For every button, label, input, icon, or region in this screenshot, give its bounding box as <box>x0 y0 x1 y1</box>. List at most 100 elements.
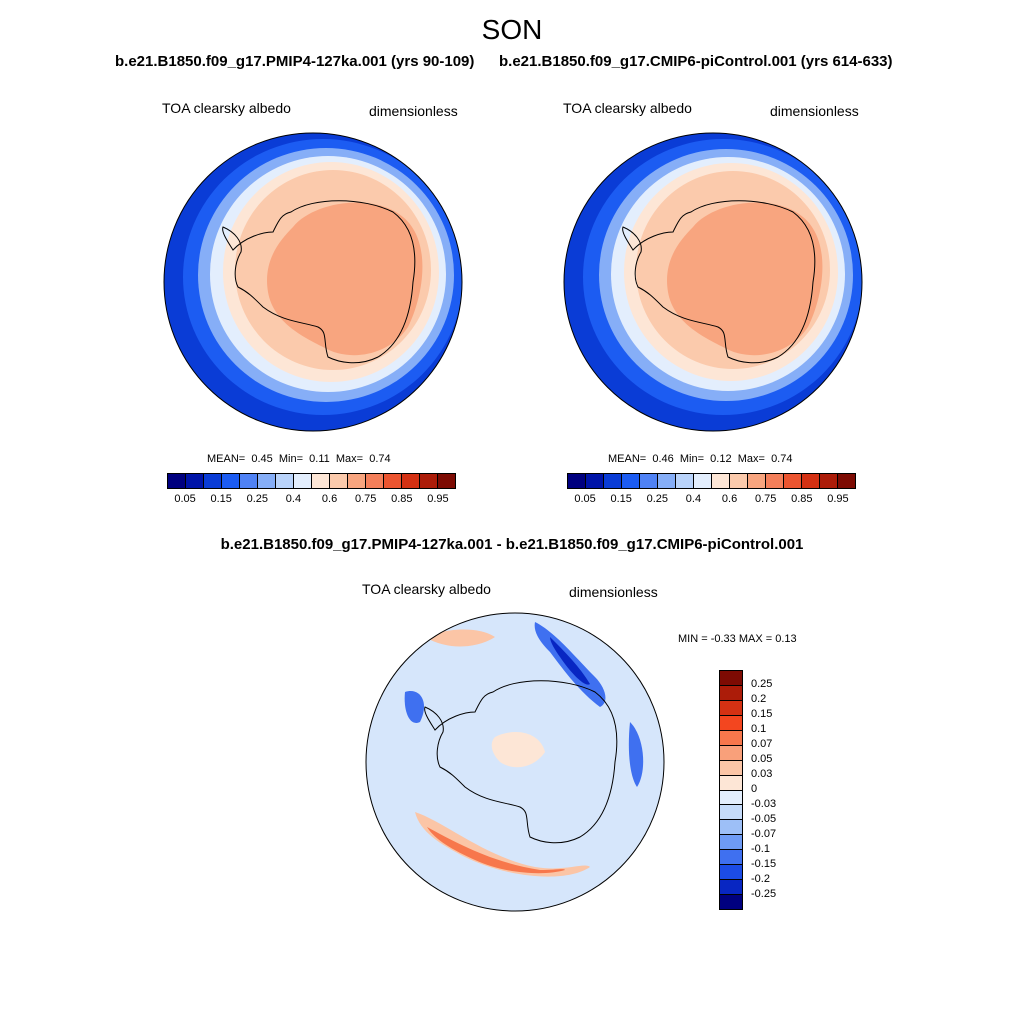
colorbar-tick-label: 0.95 <box>827 493 849 505</box>
colorbar-tick-label: 0.15 <box>751 708 773 720</box>
colorbar-tick-label: -0.25 <box>751 888 777 900</box>
colorbar-swatch <box>186 474 204 488</box>
colorbar-swatch <box>748 474 766 488</box>
colorbar-tick-label: 0 <box>751 783 758 795</box>
colorbar-tick-label: 0.75 <box>754 493 777 505</box>
colorbar-swatch <box>720 895 742 909</box>
colorbar-tick-label: 0.25 <box>751 678 773 690</box>
diff-units-label: dimensionless <box>569 584 658 600</box>
right-colorbar-ticks: 0.05 0.15 0.25 0.4 0.6 0.75 0.85 0.95 <box>567 493 856 507</box>
colorbar-swatch <box>720 700 742 716</box>
colorbar-swatch <box>720 745 742 761</box>
colorbar-swatch <box>384 474 402 488</box>
colorbar-swatch <box>658 474 676 488</box>
colorbar-tick-label: -0.03 <box>751 798 777 810</box>
colorbar-tick-label: 0.25 <box>246 493 269 505</box>
colorbar-tick-label: 0.05 <box>174 493 196 505</box>
colorbar-swatch <box>720 685 742 701</box>
diff-colorbar <box>719 670 743 910</box>
colorbar-swatch <box>240 474 258 488</box>
colorbar-swatch <box>720 730 742 746</box>
colorbar-swatch <box>676 474 694 488</box>
colorbar-swatch <box>402 474 420 488</box>
colorbar-swatch <box>348 474 366 488</box>
colorbar-tick-label: 0.15 <box>610 493 632 505</box>
left-polar-map <box>163 132 463 432</box>
left-colorbar-ticks: 0.05 0.15 0.25 0.4 0.6 0.75 0.85 0.95 <box>167 493 456 507</box>
colorbar-swatch <box>312 474 330 488</box>
colorbar-swatch <box>720 671 742 686</box>
left-colorbar <box>167 473 456 489</box>
colorbar-tick-label: 0.95 <box>427 493 449 505</box>
season-title: SON <box>481 14 543 45</box>
colorbar-swatch <box>730 474 748 488</box>
colorbar-swatch <box>720 850 742 866</box>
colorbar-tick-label: -0.05 <box>751 813 777 825</box>
colorbar-tick-label: 0.05 <box>574 493 596 505</box>
right-stats: MEAN= 0.46 Min= 0.12 Max= 0.74 <box>608 453 793 465</box>
colorbar-tick-label: 0.1 <box>751 723 767 735</box>
colorbar-tick-label: -0.07 <box>751 828 777 840</box>
colorbar-swatch <box>720 835 742 851</box>
colorbar-tick-label: -0.1 <box>751 843 770 855</box>
colorbar-swatch <box>720 775 742 791</box>
colorbar-tick-label: 0.2 <box>751 693 767 705</box>
colorbar-tick-label: -0.2 <box>751 873 770 885</box>
colorbar-swatch <box>766 474 784 488</box>
colorbar-swatch <box>586 474 604 488</box>
colorbar-tick-label: 0.85 <box>391 493 413 505</box>
colorbar-tick-label: 0.4 <box>685 493 702 505</box>
colorbar-swatch <box>568 474 586 488</box>
left-run-title: b.e21.B1850.f09_g17.PMIP4-127ka.001 (yrs… <box>115 53 475 70</box>
colorbar-swatch <box>720 865 742 881</box>
colorbar-tick-label: -0.15 <box>751 858 777 870</box>
colorbar-swatch <box>802 474 820 488</box>
colorbar-tick-label: 0.25 <box>646 493 669 505</box>
colorbar-swatch <box>420 474 438 488</box>
right-run-title: b.e21.B1850.f09_g17.CMIP6-piControl.001 … <box>499 53 893 70</box>
colorbar-swatch <box>784 474 802 488</box>
colorbar-tick-label: 0.6 <box>321 493 338 505</box>
right-polar-map <box>563 132 863 432</box>
colorbar-swatch <box>222 474 240 488</box>
colorbar-swatch <box>712 474 730 488</box>
colorbar-swatch <box>720 880 742 896</box>
diff-variable-label: TOA clearsky albedo <box>362 581 491 597</box>
colorbar-tick-label: 0.75 <box>354 493 377 505</box>
right-colorbar <box>567 473 856 489</box>
colorbar-swatch <box>366 474 384 488</box>
colorbar-tick-label: 0.4 <box>285 493 302 505</box>
colorbar-swatch <box>168 474 186 488</box>
colorbar-swatch <box>604 474 622 488</box>
right-units-label: dimensionless <box>770 103 859 119</box>
right-variable-label: TOA clearsky albedo <box>563 100 692 116</box>
diff-minmax: MIN = -0.33 MAX = 0.13 <box>678 633 797 645</box>
left-stats: MEAN= 0.45 Min= 0.11 Max= 0.74 <box>207 453 391 465</box>
colorbar-tick-label: 0.05 <box>751 753 773 765</box>
colorbar-swatch <box>640 474 658 488</box>
colorbar-swatch <box>622 474 640 488</box>
colorbar-swatch <box>838 474 855 488</box>
colorbar-swatch <box>258 474 276 488</box>
diff-polar-map <box>365 612 665 912</box>
left-variable-label: TOA clearsky albedo <box>162 100 291 116</box>
colorbar-swatch <box>276 474 294 488</box>
colorbar-tick-label: 0.85 <box>791 493 813 505</box>
colorbar-swatch <box>720 715 742 731</box>
colorbar-swatch <box>694 474 712 488</box>
colorbar-tick-label: 0.03 <box>751 768 773 780</box>
colorbar-swatch <box>720 820 742 836</box>
colorbar-swatch <box>330 474 348 488</box>
colorbar-swatch <box>820 474 838 488</box>
colorbar-swatch <box>204 474 222 488</box>
left-units-label: dimensionless <box>369 103 458 119</box>
colorbar-tick-label: 0.6 <box>721 493 738 505</box>
colorbar-tick-label: 0.15 <box>210 493 232 505</box>
colorbar-swatch <box>438 474 455 488</box>
colorbar-swatch <box>294 474 312 488</box>
colorbar-swatch <box>720 760 742 776</box>
colorbar-swatch <box>720 790 742 806</box>
diff-run-title: b.e21.B1850.f09_g17.PMIP4-127ka.001 - b.… <box>220 536 804 553</box>
colorbar-swatch <box>720 805 742 821</box>
colorbar-tick-label: 0.07 <box>751 738 773 750</box>
